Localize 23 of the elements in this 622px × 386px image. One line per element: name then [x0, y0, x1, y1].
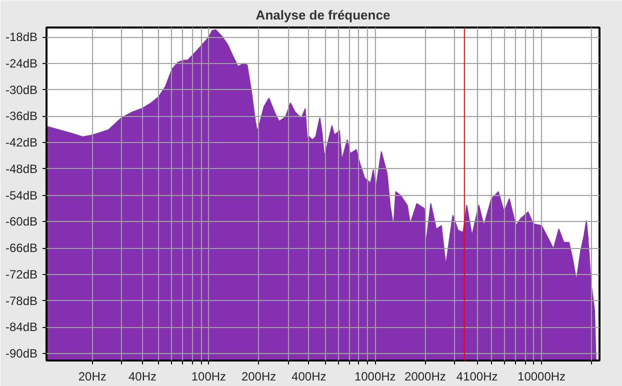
y-tick-label: -54dB: [5, 188, 38, 202]
x-tick-label: 40Hz: [128, 370, 156, 384]
y-tick-label: -72dB: [5, 267, 38, 282]
x-tick-label: 10000Hz: [518, 370, 566, 384]
y-tick-label: -90dB: [5, 346, 38, 360]
x-tick-label: 200Hz: [241, 370, 276, 384]
x-tick-label: 400Hz: [292, 370, 326, 384]
y-tick-label: -60dB: [5, 214, 38, 229]
y-tick-label: -66dB: [5, 241, 38, 256]
chart-title: Analyse de fréquence: [256, 8, 390, 22]
y-tick-label: -18dB: [5, 30, 38, 44]
y-tick-label: -24dB: [5, 56, 38, 71]
x-tick-label: 20Hz: [78, 370, 106, 384]
x-tick-label: 100Hz: [191, 370, 226, 384]
y-tick-label: -42dB: [5, 136, 38, 150]
y-tick-label: -30dB: [5, 82, 38, 97]
y-tick-label: -78dB: [5, 294, 38, 308]
y-tick-label: -84dB: [5, 320, 38, 334]
x-tick-label: 2000Hz: [404, 370, 446, 384]
y-tick-label: -36dB: [5, 109, 38, 124]
x-tick-label: 4100Hz: [456, 370, 498, 384]
y-tick-label: -48dB: [5, 162, 38, 176]
x-tick-label: 1000Hz: [354, 370, 396, 384]
